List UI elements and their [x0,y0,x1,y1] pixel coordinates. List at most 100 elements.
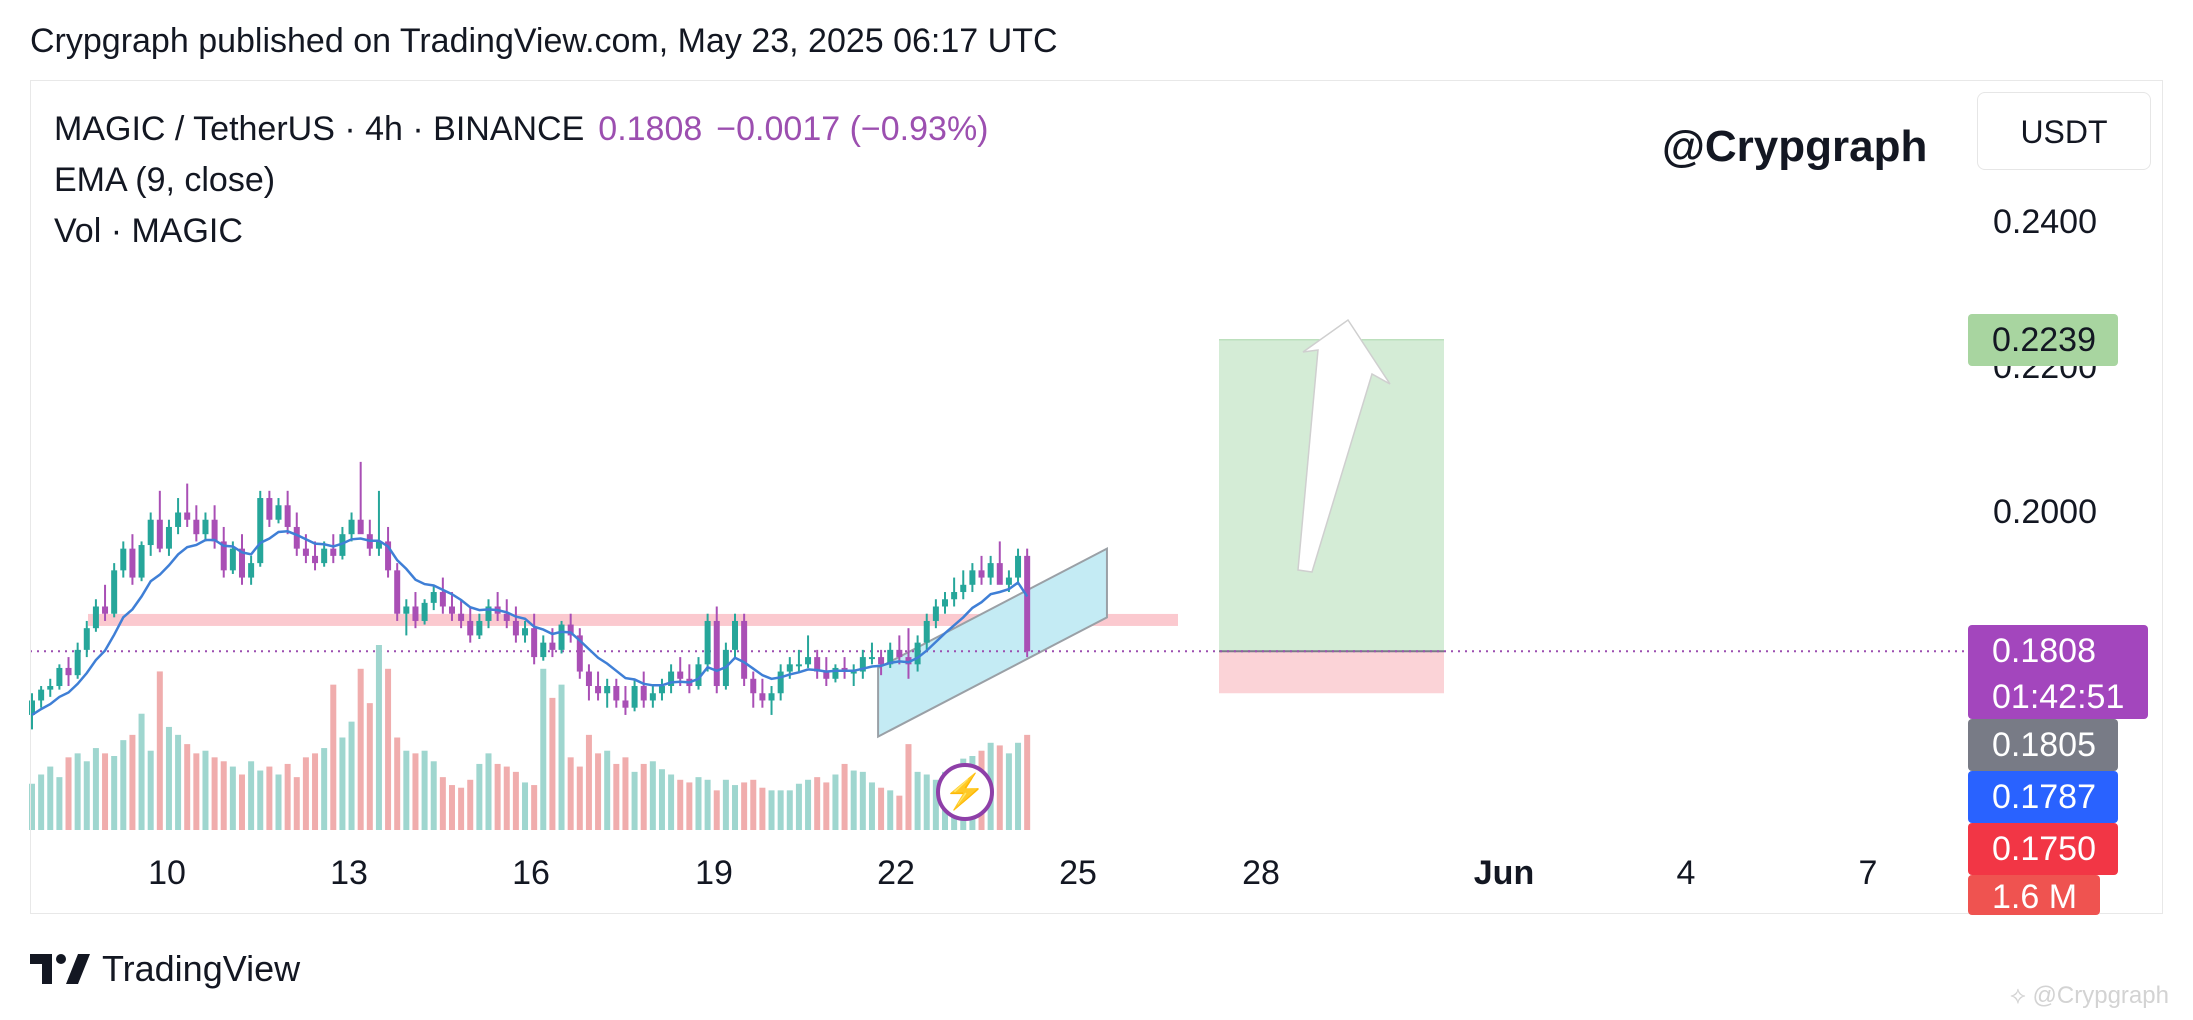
volume-bar [467,779,474,830]
volume-legend[interactable]: Vol · MAGIC [54,212,243,250]
volume-bar [56,777,63,830]
candle-body [704,620,711,665]
candle-body [768,693,775,701]
volume-bar [640,763,647,830]
candle [467,606,474,643]
ema-legend[interactable]: EMA (9, close) [54,161,276,199]
lightning-bolt-icon[interactable]: ⚡ [936,763,994,821]
volume-bar [120,740,127,830]
candle [403,599,410,636]
tradingview-logo-icon[interactable] [30,954,90,984]
candle [29,693,35,730]
candle [996,541,1003,585]
candle [595,671,602,701]
volume-bar [1024,734,1031,830]
candle-body [29,700,35,715]
volume-bar [385,668,392,830]
candle [713,606,720,694]
candle-body [165,526,172,549]
volume-bar [531,785,538,830]
volume-bar [275,774,282,830]
candle [640,671,647,708]
candle [923,613,930,650]
candle [832,664,839,683]
price-tag-value: 0.1750 [1992,830,2096,869]
candle [978,555,985,585]
candle-body [549,642,556,650]
candle [795,649,802,672]
candle-body [595,686,602,694]
volume-bar [229,766,236,830]
symbol-row[interactable]: MAGIC / TetherUS · 4h · BINANCE 0.1808 −0.… [54,104,989,155]
candle-body [668,671,675,687]
footer: TradingView [30,948,300,990]
volume-bar [421,750,428,830]
volume-bar [585,734,592,830]
candle [649,686,656,708]
volume-bar [805,779,812,830]
candle-body [330,548,337,556]
candle-body [887,649,894,665]
candle [531,613,538,665]
volume-bar [293,777,300,830]
candle-body [832,667,839,679]
volume-bar [238,774,245,830]
volume-bar [175,734,182,830]
candle [540,635,547,661]
author-handle: @Crypgraph [1662,122,1928,171]
candle [878,649,885,676]
candle [914,635,921,672]
candle-body [47,686,54,690]
candle [38,686,45,708]
volume-bar [165,726,172,830]
volume-bar [147,750,154,830]
candle-body [576,635,583,672]
candle [951,577,958,607]
candle [129,534,136,585]
candle-body [485,606,492,621]
candle-body [1015,555,1022,578]
volume-bar [613,763,620,830]
currency-unit-button[interactable]: USDT [1977,92,2151,170]
candle-body [448,606,455,614]
volume-bar [859,771,866,830]
candle-body [969,570,976,585]
candle-body [512,620,519,636]
ema-line [31,530,1029,716]
candle-body [923,620,930,643]
chart-legend: MAGIC / TetherUS · 4h · BINANCE 0.1808 −0.… [54,104,989,257]
volume-bar [777,790,784,830]
volume-bar [339,737,346,830]
candle-body [805,657,812,665]
volume-bar [622,757,629,830]
tradingview-brand[interactable]: TradingView [102,948,301,989]
volume-bar [996,745,1003,830]
volume-bar [923,774,930,830]
candle [202,512,209,542]
volume-bar [540,668,547,830]
candle [987,555,994,585]
candle-body [604,686,611,694]
candle [741,613,748,687]
candle-body [503,613,510,621]
candle [357,461,364,535]
candle-body [412,606,419,621]
candle-body [147,519,154,546]
candle-body [92,606,99,629]
volume-bar [330,684,337,830]
candle [312,541,319,571]
candle-body [786,664,793,672]
candle [92,599,99,632]
candle-body [348,519,355,535]
candle-body [558,624,565,650]
volume-bar [430,761,437,830]
candle [476,613,483,640]
volume-bar [841,763,848,830]
candle [156,490,163,553]
candle-body [741,620,748,679]
volume-bar [366,703,373,830]
candle-body [795,664,802,667]
candle [147,512,154,556]
candle [732,613,739,658]
